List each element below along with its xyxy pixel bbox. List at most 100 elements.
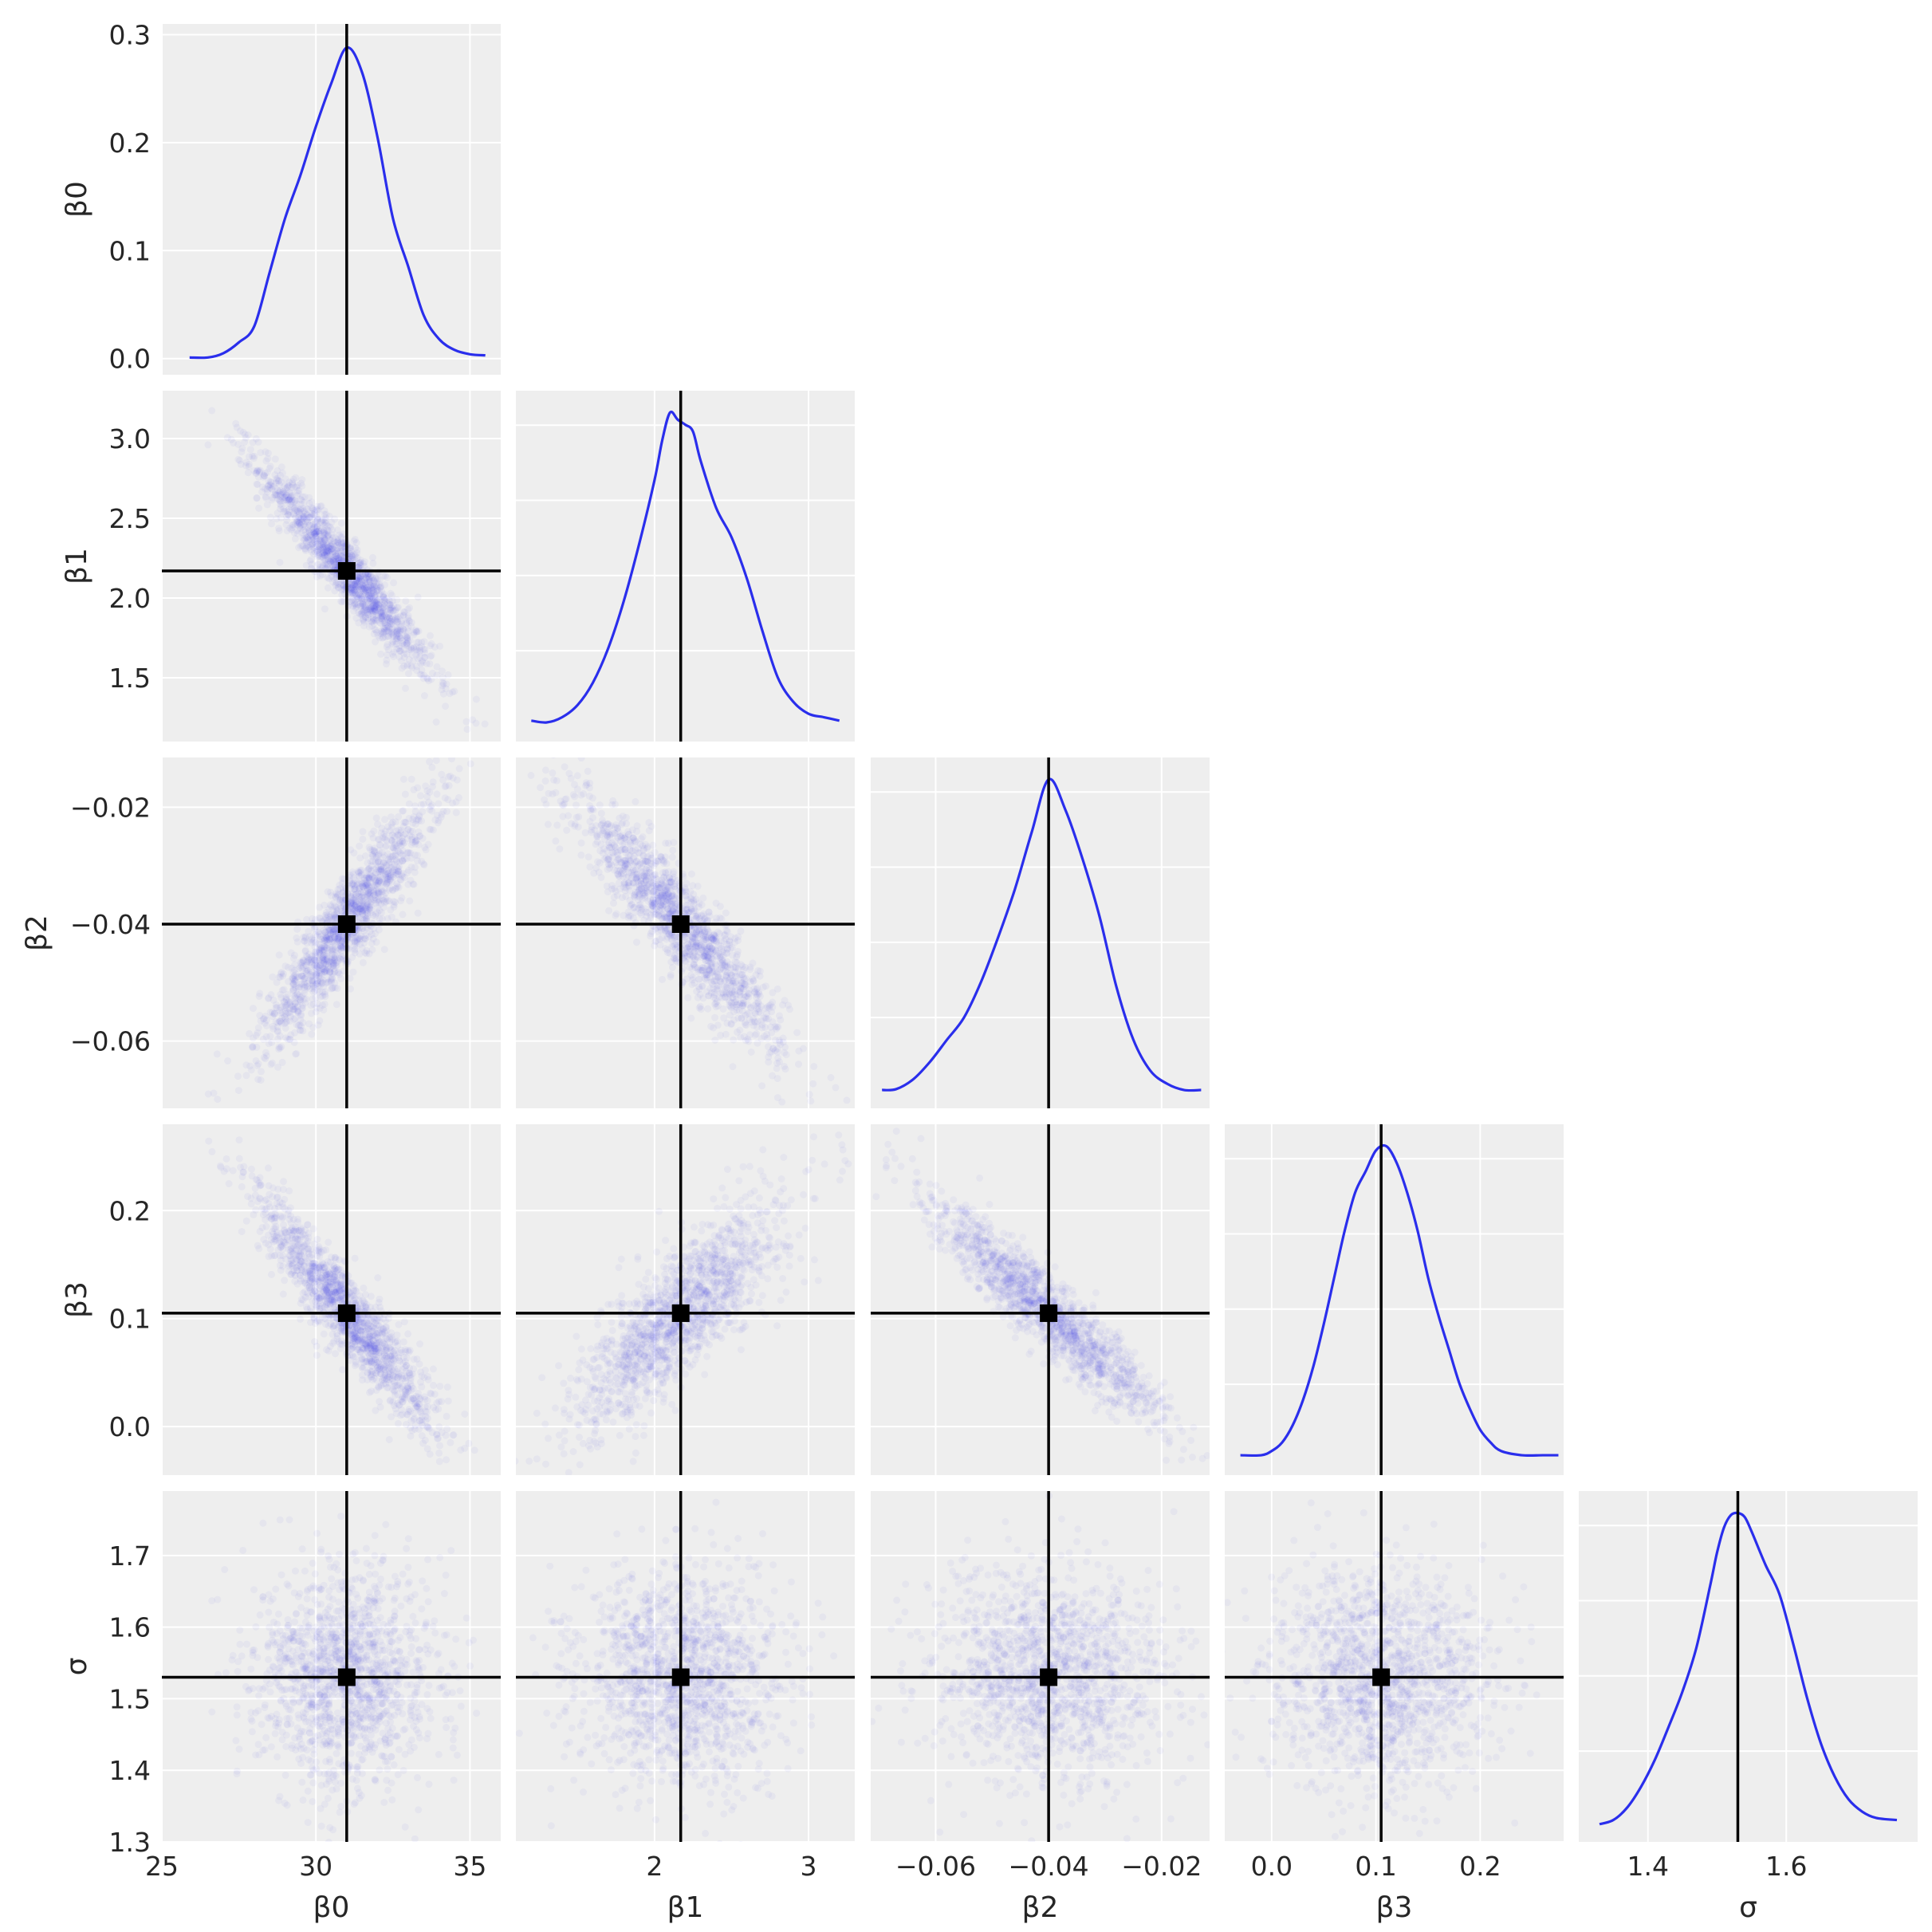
scatter-point	[327, 958, 335, 966]
scatter-point	[372, 580, 380, 588]
scatter-point	[399, 857, 407, 865]
scatter-point	[601, 822, 609, 830]
scatter-point	[396, 626, 404, 634]
scatter-point	[750, 985, 758, 993]
scatter-point	[360, 927, 368, 935]
scatter-point	[663, 886, 671, 894]
scatter-point	[263, 486, 271, 494]
scatter-point	[435, 800, 443, 808]
scatter-point	[352, 600, 360, 608]
scatter-point	[303, 915, 311, 923]
scatter-point	[360, 939, 368, 947]
scatter-point	[293, 990, 301, 998]
scatter-point	[357, 602, 365, 610]
scatter-point	[306, 534, 314, 542]
scatter-point	[438, 770, 446, 778]
scatter-point	[352, 583, 360, 591]
scatter-point	[372, 605, 380, 613]
scatter-point	[326, 545, 334, 553]
scatter-point	[378, 615, 386, 623]
scatter-point	[336, 942, 344, 950]
scatter-point	[363, 950, 371, 958]
scatter-point	[362, 932, 370, 939]
scatter-point	[392, 606, 399, 614]
scatter-point	[374, 852, 382, 860]
scatter-point	[309, 1000, 317, 1008]
scatter-point	[324, 561, 332, 569]
scatter-point	[364, 892, 372, 900]
scatter-point	[333, 950, 341, 958]
scatter-point	[319, 976, 327, 984]
scatter-point	[665, 909, 673, 917]
scatter-point	[565, 769, 573, 777]
scatter-point	[392, 827, 400, 835]
scatter-point	[237, 460, 245, 468]
scatter-point	[375, 926, 383, 934]
scatter-point	[354, 905, 362, 913]
scatter-point	[447, 772, 454, 780]
scatter-point	[390, 860, 398, 868]
scatter-point	[382, 620, 389, 628]
scatter-point	[723, 927, 731, 935]
scatter-point	[321, 969, 329, 977]
scatter-point	[393, 628, 401, 636]
scatter-point	[390, 844, 398, 852]
scatter-point	[238, 1228, 246, 1236]
scatter-point	[348, 905, 356, 913]
scatter-point	[374, 870, 382, 878]
scatter-point	[402, 818, 410, 826]
scatter-point	[356, 893, 364, 900]
scatter-point	[328, 518, 336, 526]
scatter-point	[681, 933, 689, 941]
scatter-point	[337, 544, 345, 552]
scatter-point	[332, 578, 340, 586]
scatter-point	[399, 838, 406, 846]
scatter-point	[757, 1017, 765, 1025]
scatter-point	[315, 914, 323, 922]
scatter-point	[403, 620, 411, 628]
scatter-point	[758, 1024, 766, 1032]
scatter-point	[727, 999, 735, 1007]
scatter-point	[348, 582, 356, 589]
scatter-point	[652, 906, 660, 914]
scatter-point	[746, 978, 754, 986]
scatter-point	[643, 872, 651, 880]
scatter-point	[422, 782, 430, 790]
scatter-point	[250, 454, 258, 462]
scatter-point	[293, 529, 301, 537]
scatter-point	[360, 935, 368, 943]
scatter-point	[375, 604, 383, 612]
scatter-point	[631, 903, 639, 911]
scatter-point	[361, 606, 369, 614]
scatter-point	[351, 946, 359, 954]
scatter-point	[403, 633, 411, 641]
scatter-point	[375, 612, 382, 620]
scatter-point	[362, 872, 370, 879]
scatter-point	[359, 585, 367, 593]
scatter-point	[361, 609, 369, 616]
y-tick-label: 0.1	[109, 235, 151, 266]
scatter-point	[371, 604, 379, 612]
scatter-point	[392, 617, 399, 625]
scatter-point	[389, 887, 397, 895]
scatter-point	[411, 851, 419, 859]
scatter-point	[730, 988, 738, 996]
scatter-point	[389, 631, 397, 639]
scatter-point	[299, 1004, 307, 1012]
scatter-point	[401, 632, 409, 640]
scatter-point	[353, 903, 360, 911]
scatter-point	[295, 513, 303, 521]
scatter-point	[361, 915, 368, 923]
scatter-point	[300, 958, 308, 966]
scatter-point	[301, 545, 309, 553]
scatter-point	[347, 550, 355, 557]
scatter-point	[316, 1017, 324, 1025]
scatter-point	[329, 545, 336, 553]
scatter-point	[664, 883, 672, 891]
scatter-point	[416, 671, 424, 679]
scatter-point	[647, 860, 655, 868]
scatter-point	[323, 975, 331, 983]
scatter-point	[324, 564, 332, 571]
scatter-point	[317, 535, 325, 543]
scatter-point	[255, 468, 263, 476]
